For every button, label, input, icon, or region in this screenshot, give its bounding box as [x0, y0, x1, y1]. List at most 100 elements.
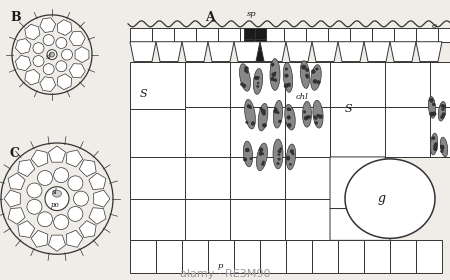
Polygon shape	[230, 157, 285, 199]
Text: S: S	[140, 89, 148, 99]
Circle shape	[54, 168, 69, 183]
Circle shape	[270, 77, 274, 81]
Ellipse shape	[311, 65, 321, 90]
Circle shape	[256, 85, 259, 88]
Polygon shape	[385, 107, 430, 157]
Polygon shape	[385, 62, 430, 107]
Circle shape	[27, 183, 42, 198]
Polygon shape	[40, 77, 56, 92]
Polygon shape	[262, 28, 284, 42]
Polygon shape	[31, 150, 48, 167]
Circle shape	[279, 120, 281, 122]
Polygon shape	[89, 173, 106, 190]
Polygon shape	[208, 42, 234, 62]
Polygon shape	[8, 173, 25, 190]
Circle shape	[247, 104, 251, 108]
Polygon shape	[240, 28, 262, 42]
Polygon shape	[286, 240, 312, 273]
Circle shape	[272, 73, 276, 77]
Polygon shape	[57, 20, 72, 36]
Circle shape	[242, 84, 246, 88]
Circle shape	[259, 148, 263, 152]
Circle shape	[246, 121, 248, 124]
Circle shape	[284, 84, 288, 87]
Text: g: g	[378, 192, 386, 205]
Polygon shape	[286, 42, 312, 62]
Circle shape	[243, 158, 247, 161]
Circle shape	[246, 148, 249, 152]
Polygon shape	[312, 240, 338, 273]
Polygon shape	[130, 109, 185, 157]
Circle shape	[244, 66, 248, 71]
Polygon shape	[196, 28, 218, 42]
Polygon shape	[25, 69, 40, 85]
Circle shape	[263, 123, 267, 127]
Circle shape	[302, 65, 306, 69]
Text: chl: chl	[296, 93, 309, 101]
Text: S: S	[345, 104, 353, 114]
Polygon shape	[15, 55, 31, 71]
Circle shape	[254, 76, 258, 80]
Polygon shape	[4, 190, 20, 207]
Circle shape	[27, 199, 42, 214]
Circle shape	[278, 153, 280, 156]
Circle shape	[43, 64, 54, 74]
Circle shape	[250, 157, 252, 160]
Polygon shape	[430, 62, 450, 107]
Polygon shape	[230, 107, 285, 157]
Ellipse shape	[270, 59, 280, 90]
Polygon shape	[284, 28, 306, 42]
Ellipse shape	[345, 159, 435, 238]
Circle shape	[306, 68, 309, 72]
Circle shape	[259, 152, 263, 155]
Text: o: o	[432, 22, 437, 30]
Circle shape	[245, 148, 249, 152]
Polygon shape	[350, 28, 372, 42]
Circle shape	[262, 161, 265, 163]
Circle shape	[261, 162, 265, 166]
Ellipse shape	[285, 104, 295, 130]
Ellipse shape	[284, 63, 292, 92]
Text: sp: sp	[247, 10, 257, 18]
Polygon shape	[182, 42, 208, 62]
Polygon shape	[260, 42, 286, 62]
Polygon shape	[306, 28, 328, 42]
Circle shape	[292, 153, 294, 155]
Circle shape	[251, 122, 255, 125]
Circle shape	[279, 120, 281, 123]
Ellipse shape	[273, 139, 283, 169]
Polygon shape	[79, 160, 96, 177]
Text: p: p	[218, 262, 223, 270]
Circle shape	[441, 150, 443, 153]
Polygon shape	[130, 28, 152, 42]
Polygon shape	[130, 157, 185, 199]
Circle shape	[54, 215, 69, 230]
Polygon shape	[174, 28, 196, 42]
Circle shape	[440, 145, 444, 148]
Polygon shape	[285, 62, 330, 107]
Circle shape	[254, 76, 257, 79]
Text: alamy · RE3M90: alamy · RE3M90	[180, 269, 270, 279]
Polygon shape	[244, 28, 255, 39]
Circle shape	[432, 112, 436, 116]
Polygon shape	[364, 240, 390, 273]
Circle shape	[315, 117, 317, 120]
Circle shape	[262, 153, 264, 155]
Polygon shape	[364, 42, 390, 62]
Circle shape	[68, 176, 83, 191]
Polygon shape	[15, 39, 31, 54]
Circle shape	[442, 147, 444, 149]
Polygon shape	[255, 39, 266, 50]
Polygon shape	[330, 107, 385, 157]
Polygon shape	[330, 62, 385, 107]
Circle shape	[277, 162, 279, 165]
Circle shape	[307, 115, 311, 119]
Circle shape	[287, 108, 290, 111]
Polygon shape	[25, 24, 40, 40]
Ellipse shape	[302, 101, 311, 127]
Circle shape	[302, 65, 306, 69]
Circle shape	[313, 79, 317, 83]
Circle shape	[256, 76, 259, 80]
Circle shape	[434, 148, 437, 151]
Polygon shape	[394, 28, 416, 42]
